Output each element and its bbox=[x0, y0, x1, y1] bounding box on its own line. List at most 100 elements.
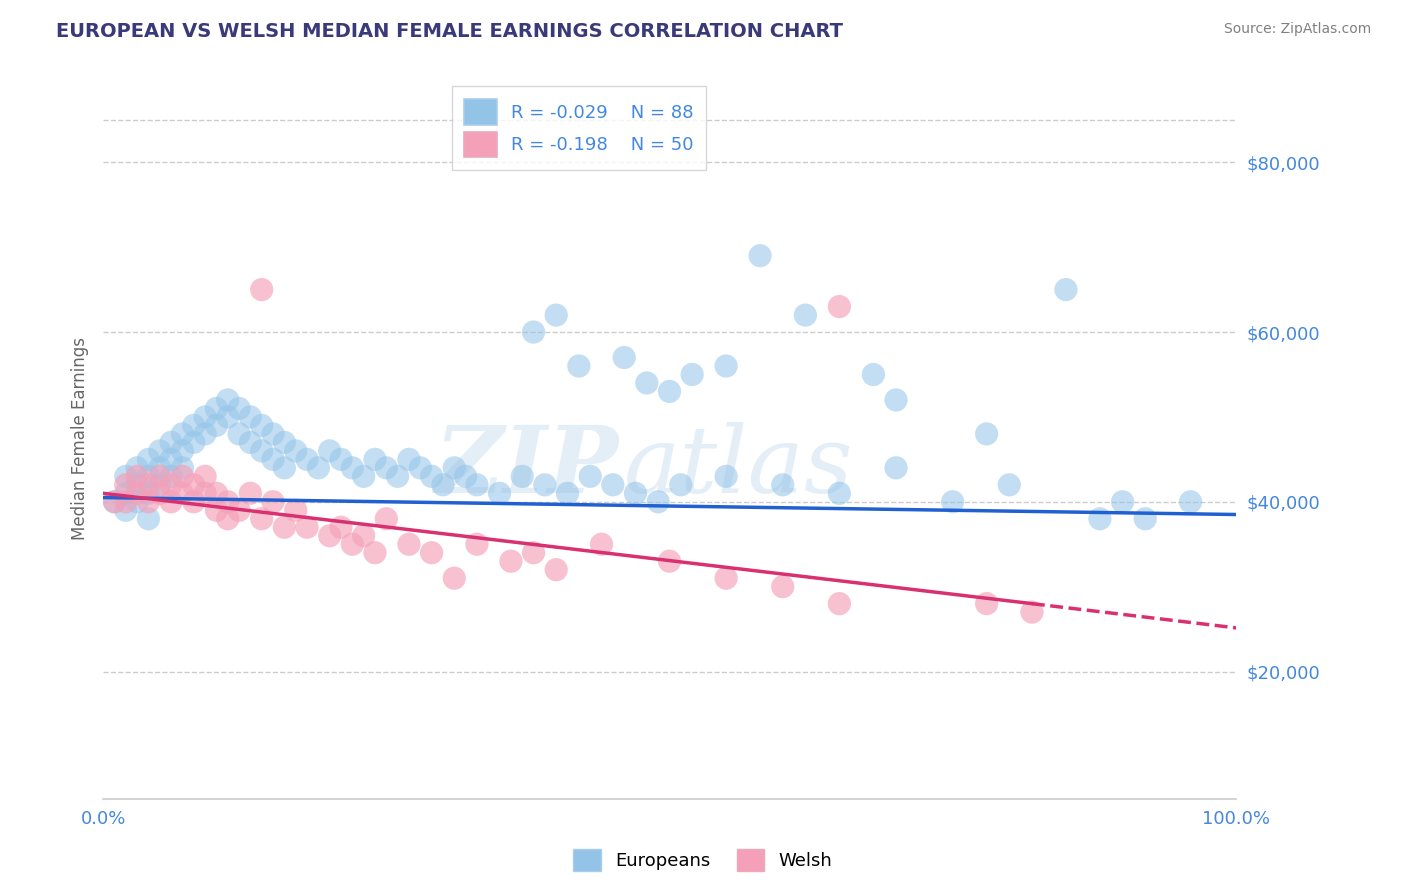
Point bbox=[976, 597, 998, 611]
Point bbox=[138, 469, 160, 483]
Point bbox=[228, 401, 250, 416]
Point bbox=[138, 486, 160, 500]
Text: ZIP: ZIP bbox=[434, 422, 619, 512]
Point bbox=[262, 452, 284, 467]
Point bbox=[114, 486, 136, 500]
Point bbox=[510, 469, 533, 483]
Point bbox=[613, 351, 636, 365]
Point bbox=[669, 478, 692, 492]
Point bbox=[1180, 495, 1202, 509]
Point bbox=[443, 571, 465, 585]
Point bbox=[884, 392, 907, 407]
Point bbox=[681, 368, 703, 382]
Point bbox=[262, 495, 284, 509]
Point bbox=[273, 520, 295, 534]
Legend: R = -0.029    N = 88, R = -0.198    N = 50: R = -0.029 N = 88, R = -0.198 N = 50 bbox=[451, 87, 706, 170]
Point bbox=[1111, 495, 1133, 509]
Point bbox=[160, 478, 183, 492]
Point bbox=[636, 376, 658, 390]
Point bbox=[114, 469, 136, 483]
Point bbox=[205, 503, 228, 517]
Point bbox=[205, 486, 228, 500]
Point bbox=[420, 546, 443, 560]
Point bbox=[250, 512, 273, 526]
Point bbox=[353, 529, 375, 543]
Point bbox=[420, 469, 443, 483]
Point bbox=[160, 469, 183, 483]
Point bbox=[114, 478, 136, 492]
Point bbox=[194, 409, 217, 424]
Point bbox=[828, 597, 851, 611]
Point bbox=[1021, 605, 1043, 619]
Point bbox=[398, 537, 420, 551]
Point bbox=[194, 469, 217, 483]
Point bbox=[568, 359, 591, 373]
Point bbox=[127, 495, 149, 509]
Point bbox=[318, 529, 340, 543]
Text: EUROPEAN VS WELSH MEDIAN FEMALE EARNINGS CORRELATION CHART: EUROPEAN VS WELSH MEDIAN FEMALE EARNINGS… bbox=[56, 22, 844, 41]
Point bbox=[318, 443, 340, 458]
Point bbox=[884, 460, 907, 475]
Point bbox=[353, 469, 375, 483]
Legend: Europeans, Welsh: Europeans, Welsh bbox=[567, 842, 839, 879]
Point bbox=[127, 460, 149, 475]
Point bbox=[103, 495, 125, 509]
Point bbox=[284, 503, 307, 517]
Point bbox=[228, 503, 250, 517]
Point bbox=[183, 418, 205, 433]
Point bbox=[138, 512, 160, 526]
Point bbox=[534, 478, 557, 492]
Point bbox=[239, 435, 262, 450]
Point bbox=[149, 486, 172, 500]
Point bbox=[1088, 512, 1111, 526]
Point bbox=[228, 426, 250, 441]
Point bbox=[942, 495, 965, 509]
Point bbox=[295, 452, 318, 467]
Point bbox=[557, 486, 579, 500]
Y-axis label: Median Female Earnings: Median Female Earnings bbox=[72, 336, 89, 540]
Point bbox=[488, 486, 510, 500]
Point bbox=[454, 469, 477, 483]
Point bbox=[239, 486, 262, 500]
Point bbox=[194, 426, 217, 441]
Point bbox=[342, 460, 364, 475]
Point bbox=[273, 460, 295, 475]
Point bbox=[307, 460, 329, 475]
Point bbox=[273, 435, 295, 450]
Point bbox=[546, 563, 568, 577]
Point bbox=[183, 435, 205, 450]
Point bbox=[262, 426, 284, 441]
Point bbox=[172, 486, 194, 500]
Point bbox=[172, 469, 194, 483]
Point bbox=[398, 452, 420, 467]
Point bbox=[342, 537, 364, 551]
Point bbox=[522, 546, 544, 560]
Point bbox=[250, 443, 273, 458]
Point bbox=[465, 478, 488, 492]
Point bbox=[183, 478, 205, 492]
Point bbox=[149, 469, 172, 483]
Point bbox=[624, 486, 647, 500]
Point bbox=[149, 478, 172, 492]
Point bbox=[149, 460, 172, 475]
Point bbox=[160, 435, 183, 450]
Point bbox=[499, 554, 522, 568]
Point bbox=[749, 249, 772, 263]
Text: atlas: atlas bbox=[624, 422, 853, 512]
Point bbox=[239, 409, 262, 424]
Point bbox=[138, 452, 160, 467]
Point bbox=[998, 478, 1021, 492]
Point bbox=[217, 392, 239, 407]
Point bbox=[432, 478, 454, 492]
Point bbox=[103, 495, 125, 509]
Point bbox=[149, 443, 172, 458]
Point bbox=[183, 495, 205, 509]
Point bbox=[172, 460, 194, 475]
Point bbox=[828, 486, 851, 500]
Point bbox=[160, 495, 183, 509]
Point bbox=[658, 554, 681, 568]
Point bbox=[714, 469, 737, 483]
Point bbox=[364, 452, 387, 467]
Point bbox=[250, 283, 273, 297]
Point bbox=[1054, 283, 1077, 297]
